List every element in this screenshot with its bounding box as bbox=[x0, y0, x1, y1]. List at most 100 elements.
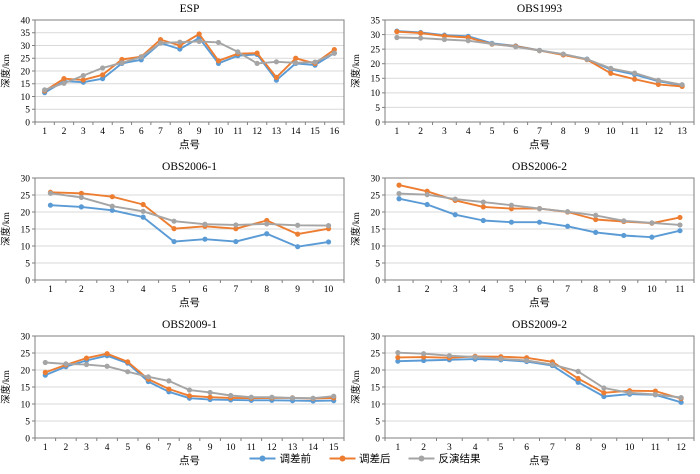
y-tick-label: 0 bbox=[375, 276, 380, 286]
data-point bbox=[536, 206, 543, 212]
data-point bbox=[649, 220, 655, 226]
data-point bbox=[215, 58, 222, 64]
chart-title: OBS2009-1 bbox=[162, 319, 217, 331]
x-tick-label: 4 bbox=[141, 285, 146, 295]
y-tick-label: 5 bbox=[375, 259, 380, 269]
y-tick-label: 30 bbox=[21, 42, 31, 52]
data-point bbox=[508, 219, 515, 225]
x-tick-label: 8 bbox=[187, 443, 192, 453]
x-axis-label: 点号 bbox=[179, 297, 200, 309]
x-tick-label: 4 bbox=[466, 127, 471, 137]
data-point bbox=[42, 369, 48, 375]
x-tick-label: 14 bbox=[291, 127, 301, 137]
y-tick-label: 0 bbox=[375, 118, 380, 128]
x-tick-label: 6 bbox=[537, 285, 542, 295]
legend-line-dot-icon bbox=[249, 455, 276, 462]
data-point bbox=[99, 76, 106, 82]
y-tick-label: 0 bbox=[25, 434, 30, 444]
x-tick-label: 7 bbox=[158, 127, 163, 137]
y-tick-label: 25 bbox=[371, 191, 381, 201]
y-tick-label: 20 bbox=[371, 366, 381, 376]
data-point bbox=[42, 87, 48, 93]
data-point bbox=[202, 221, 208, 227]
data-point bbox=[480, 204, 486, 210]
data-point bbox=[125, 359, 131, 365]
x-tick-label: 1 bbox=[42, 127, 47, 137]
y-tick-label: 30 bbox=[371, 332, 381, 342]
data-point bbox=[104, 363, 110, 369]
data-point bbox=[109, 194, 115, 200]
x-tick-label: 7 bbox=[537, 127, 542, 137]
x-tick-label: 10 bbox=[324, 285, 334, 295]
x-tick-label: 2 bbox=[418, 127, 423, 137]
x-tick-label: 5 bbox=[490, 127, 495, 137]
chart-title: OBS2006-1 bbox=[162, 161, 217, 173]
x-tick-label: 1 bbox=[48, 285, 53, 295]
data-point bbox=[78, 194, 84, 200]
y-tick-label: 15 bbox=[21, 225, 31, 235]
x-tick-label: 3 bbox=[442, 127, 447, 137]
data-point bbox=[207, 394, 213, 400]
data-point bbox=[264, 221, 270, 227]
data-point bbox=[489, 41, 495, 47]
y-tick-label: 35 bbox=[371, 16, 381, 26]
data-point bbox=[575, 375, 581, 382]
x-tick-label: 13 bbox=[677, 127, 687, 137]
legend-label: 反演结果 bbox=[438, 454, 481, 465]
y-tick-label: 20 bbox=[371, 60, 381, 70]
x-tick-label: 11 bbox=[247, 443, 256, 453]
series-line-2 bbox=[49, 192, 330, 227]
x-tick-label: 5 bbox=[509, 285, 514, 295]
data-point bbox=[575, 379, 581, 385]
x-tick-label: 7 bbox=[233, 285, 238, 295]
x-tick-label: 12 bbox=[654, 127, 664, 137]
y-tick-label: 0 bbox=[25, 276, 30, 286]
x-tick-label: 10 bbox=[214, 127, 224, 137]
data-point bbox=[325, 239, 332, 245]
y-tick-label: 25 bbox=[371, 349, 381, 359]
legend-line-dot-icon bbox=[329, 455, 355, 462]
x-tick-label: 10 bbox=[606, 127, 616, 137]
series-line-1 bbox=[49, 191, 330, 236]
x-tick-label: 2 bbox=[62, 127, 67, 137]
data-point bbox=[513, 44, 519, 50]
series-line-1 bbox=[396, 355, 683, 400]
series-line-0 bbox=[49, 204, 330, 248]
data-point bbox=[652, 391, 658, 398]
x-tick-label: 11 bbox=[651, 443, 660, 453]
data-point bbox=[228, 392, 234, 399]
x-tick-label: 11 bbox=[630, 127, 639, 137]
x-tick-label: 6 bbox=[146, 443, 151, 453]
data-point bbox=[215, 39, 222, 46]
x-tick-label: 10 bbox=[625, 443, 635, 453]
data-point bbox=[631, 70, 638, 76]
data-point bbox=[166, 386, 172, 392]
data-point bbox=[424, 192, 430, 198]
y-tick-label: 30 bbox=[371, 174, 381, 184]
y-tick-label: 25 bbox=[21, 349, 31, 359]
data-point bbox=[63, 361, 69, 367]
data-point bbox=[310, 395, 316, 401]
data-point bbox=[465, 38, 471, 44]
data-point bbox=[560, 51, 566, 57]
x-tick-label: 8 bbox=[593, 285, 598, 295]
y-tick-label: 15 bbox=[371, 225, 381, 235]
data-point bbox=[608, 65, 614, 71]
data-point bbox=[171, 218, 177, 224]
x-tick-label: 3 bbox=[110, 285, 115, 295]
data-point bbox=[78, 190, 84, 196]
x-axis-label: 点号 bbox=[179, 139, 200, 151]
data-point bbox=[575, 368, 581, 374]
series-line-2 bbox=[44, 361, 335, 400]
x-tick-label: 8 bbox=[264, 285, 269, 295]
x-tick-label: 6 bbox=[524, 443, 529, 453]
x-tick-label: 6 bbox=[203, 285, 208, 295]
series-line-1 bbox=[43, 33, 336, 92]
data-point bbox=[233, 238, 239, 245]
x-tick-label: 15 bbox=[310, 127, 320, 137]
data-point bbox=[536, 219, 543, 225]
